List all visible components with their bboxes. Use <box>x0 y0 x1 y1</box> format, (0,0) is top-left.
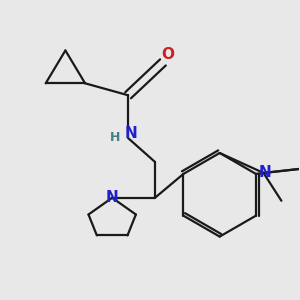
Text: N: N <box>259 165 272 180</box>
Text: N: N <box>125 126 137 141</box>
Text: N: N <box>106 190 118 205</box>
Text: H: H <box>110 130 120 144</box>
Text: O: O <box>161 47 174 62</box>
